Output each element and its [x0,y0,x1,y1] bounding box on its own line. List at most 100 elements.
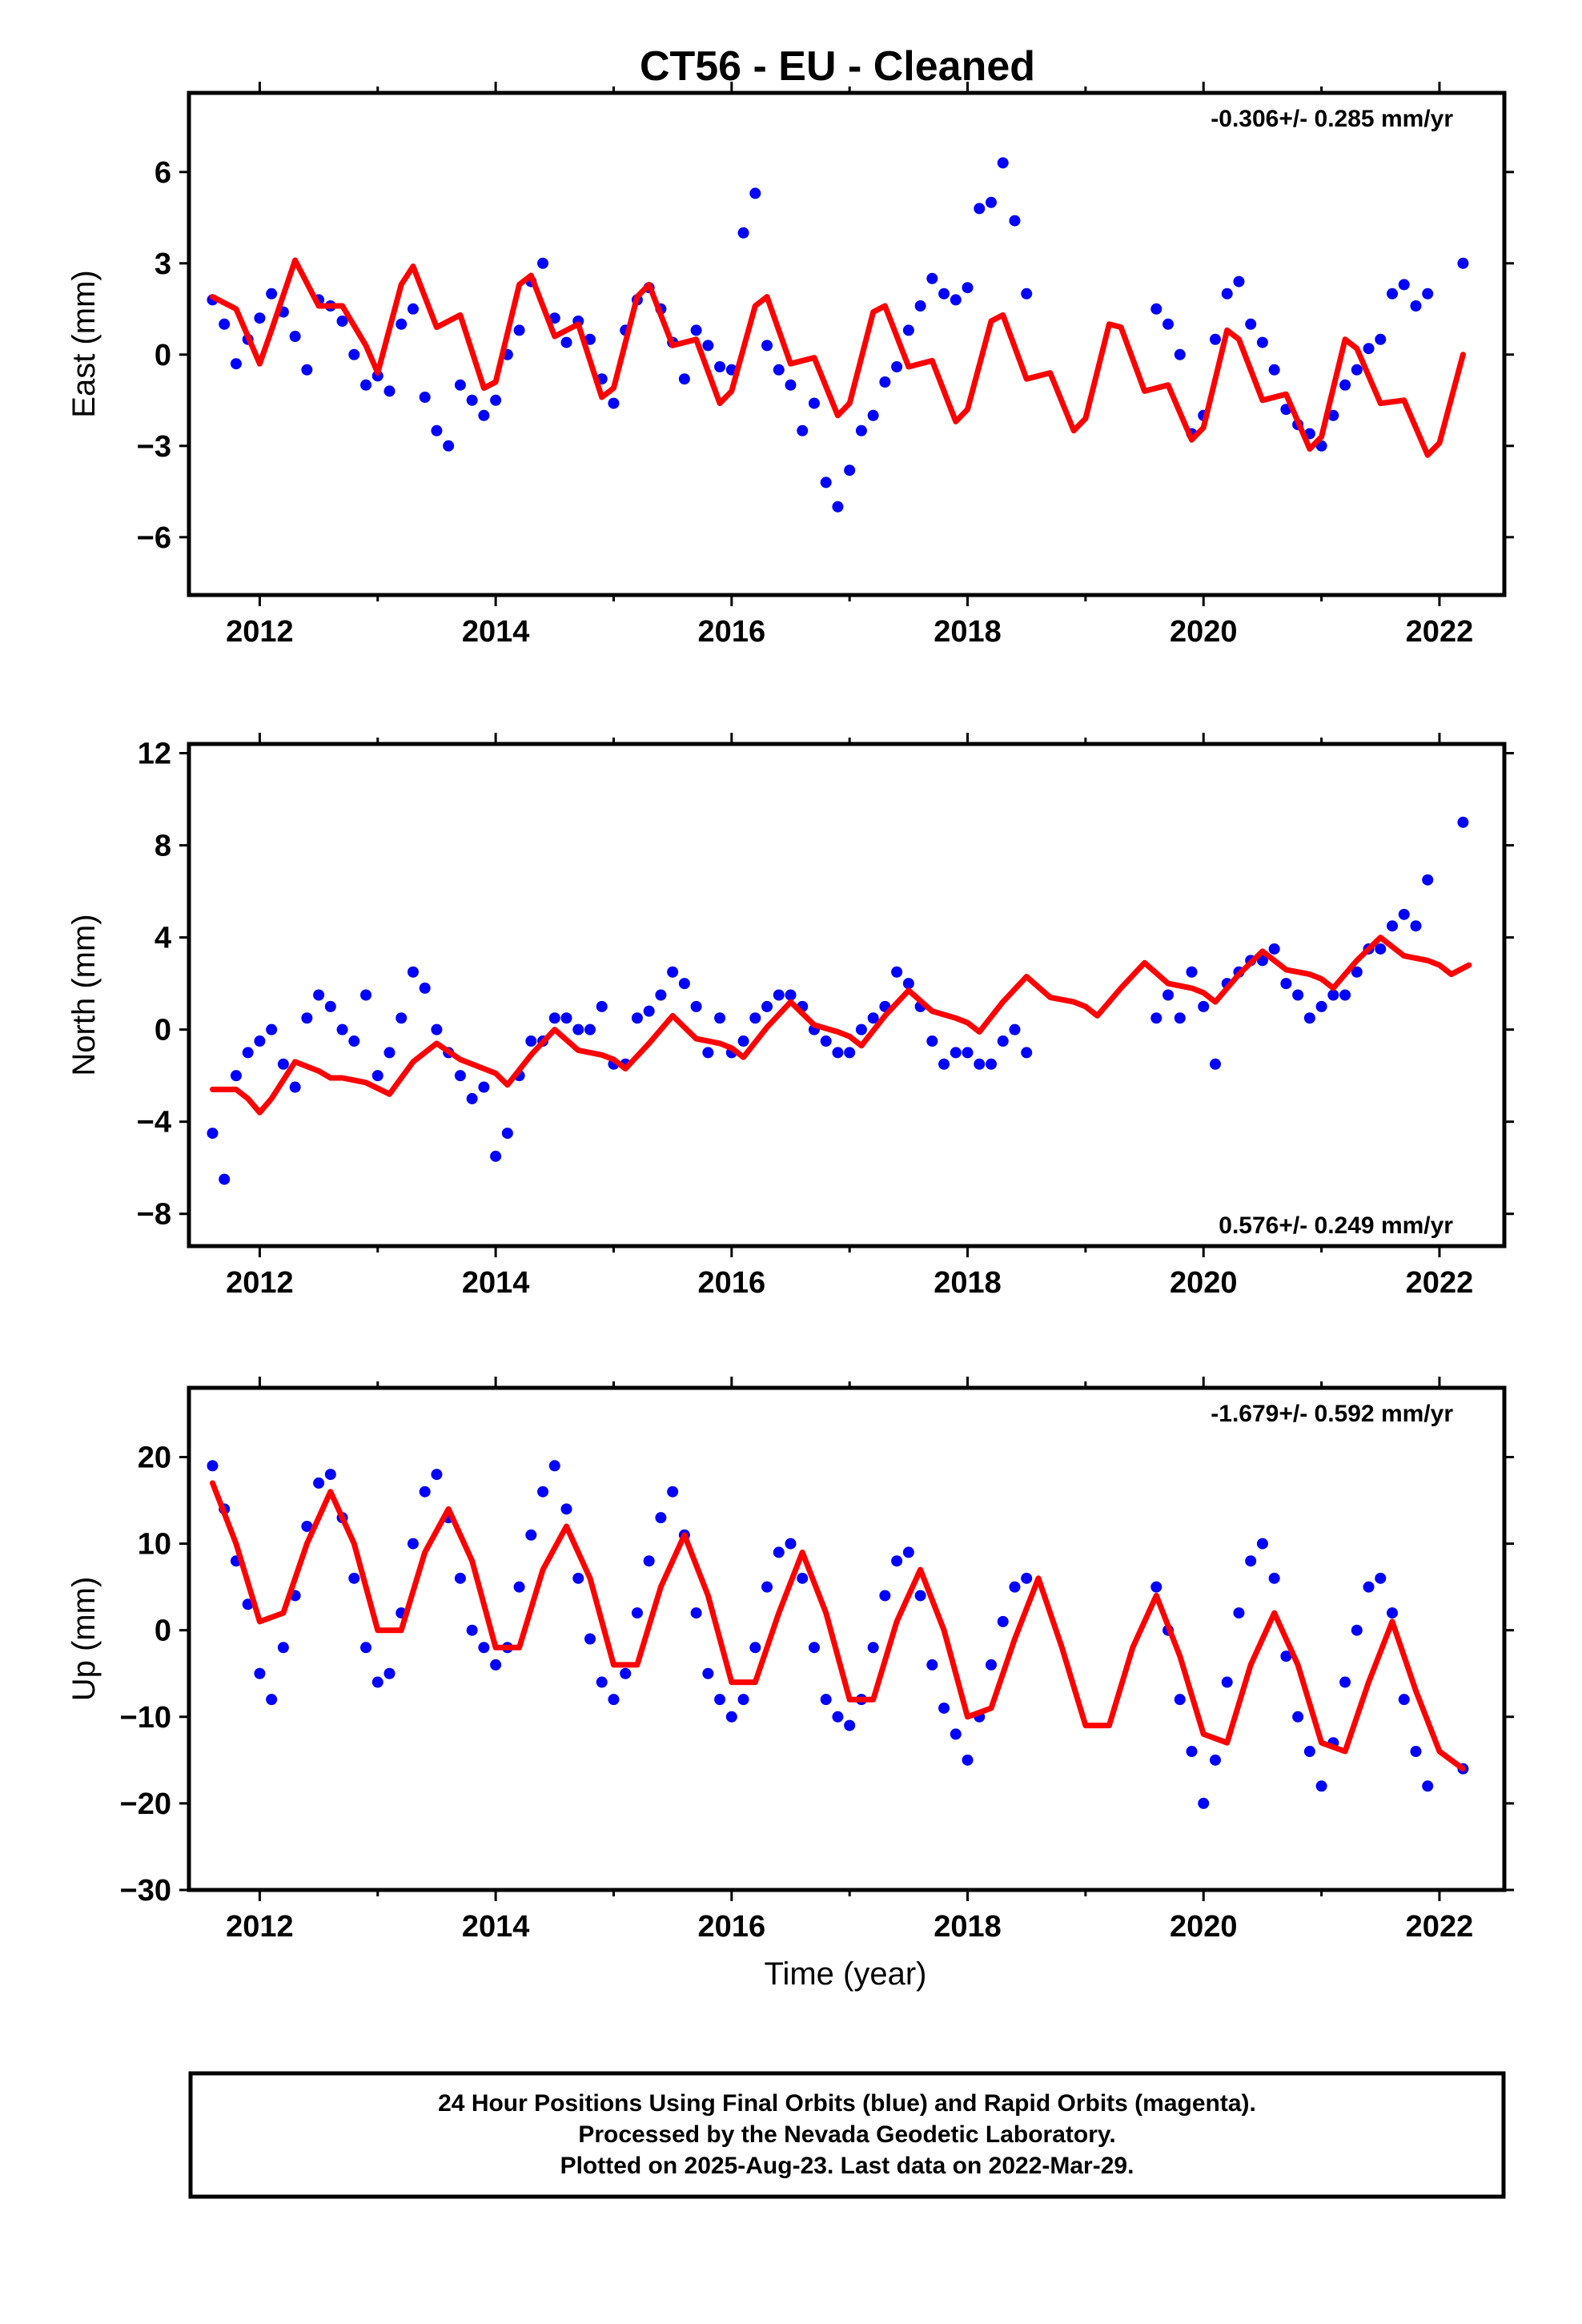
data-point [926,272,938,284]
data-point [266,287,278,300]
data-point [407,966,419,978]
x-tick-label: 2016 [698,615,766,649]
data-point [702,1047,714,1059]
data-point [537,257,549,269]
data-point [1268,1572,1280,1584]
data-point [1339,379,1351,391]
model-curve [210,257,1466,458]
data-point [242,1047,254,1059]
data-point [407,303,419,315]
data-point [1375,333,1387,345]
data-point [1351,1624,1363,1636]
data-point [1339,989,1351,1001]
y-tick-label: −8 [137,1198,171,1232]
y-tick-label: 8 [155,830,171,863]
y-tick-label: −20 [120,1787,171,1821]
data-point [797,1572,809,1584]
data-point [407,1538,419,1550]
data-point [808,1642,820,1654]
data-point [950,294,962,306]
y-tick-label: −4 [137,1106,171,1140]
data-point [997,1615,1009,1627]
data-point [962,282,974,294]
data-point [219,1173,231,1185]
data-point [761,340,773,352]
data-point [560,1012,572,1024]
data-point [737,1694,749,1706]
data-point [360,1642,372,1654]
data-point [902,324,914,336]
data-point [1280,1651,1292,1663]
data-point [230,1070,242,1082]
data-point [891,361,903,372]
data-point [348,348,360,360]
data-point [1363,1581,1375,1593]
x-tick-label: 2022 [1406,1910,1474,1944]
data-point [1233,275,1245,287]
x-axis-label: Time (year) [765,1956,927,1992]
data-point [1351,966,1363,978]
data-point [1162,989,1174,1001]
x-tick-label: 2016 [698,1910,766,1944]
data-point [548,312,560,324]
data-point [1162,318,1174,330]
model-curve [210,935,1472,1116]
data-point [820,1035,832,1047]
data-point [360,989,372,1001]
data-point [371,1070,383,1082]
data-point [336,316,348,327]
data-point [761,1000,773,1012]
data-point [986,1659,998,1671]
data-point [702,340,714,352]
data-point [525,1529,537,1541]
x-tick-label: 2012 [226,615,294,649]
data-point [714,1012,726,1024]
data-point [1198,1797,1210,1809]
data-point [891,1555,903,1567]
data-point [1292,989,1304,1001]
y-axis-label: Up (mm) [66,1577,102,1702]
data-point [383,1047,396,1059]
data-point [572,1572,584,1584]
data-point [1221,1676,1233,1688]
data-point [313,989,325,1001]
data-point [1410,300,1422,312]
data-point [1387,287,1399,300]
data-point [832,1711,844,1723]
data-point [1410,920,1422,932]
data-point [1387,1607,1399,1619]
data-point [1009,1581,1021,1593]
data-point [360,379,372,391]
data-point [513,324,525,336]
x-tick-label: 2018 [934,1910,1002,1944]
data-point [454,379,466,391]
plot-frame [187,742,1507,1248]
data-point [1021,287,1033,300]
data-point [1198,1000,1210,1012]
plot-frame [187,1385,1507,1892]
y-tick-label: 20 [138,1441,171,1474]
data-point [997,157,1009,169]
data-point [454,1070,466,1082]
data-point [431,1023,443,1035]
data-point [1021,1047,1033,1059]
x-tick-label: 2014 [462,1910,530,1944]
data-point [643,1555,655,1567]
data-point [678,373,690,385]
data-point [254,312,266,324]
data-point [383,385,396,397]
data-point [396,318,408,330]
model-curve [210,1480,1466,1772]
data-point [289,331,301,342]
y-axis-label: North (mm) [66,914,102,1076]
data-point [1009,1023,1021,1035]
data-point [690,1607,702,1619]
data-point [1233,1607,1245,1619]
x-tick-label: 2020 [1170,1910,1238,1944]
data-point [749,1642,761,1654]
footer-line-1: 24 Hour Positions Using Final Orbits (bl… [438,2090,1256,2117]
y-tick-label: 4 [155,922,171,955]
data-point [867,409,879,421]
data-point [572,1023,584,1035]
